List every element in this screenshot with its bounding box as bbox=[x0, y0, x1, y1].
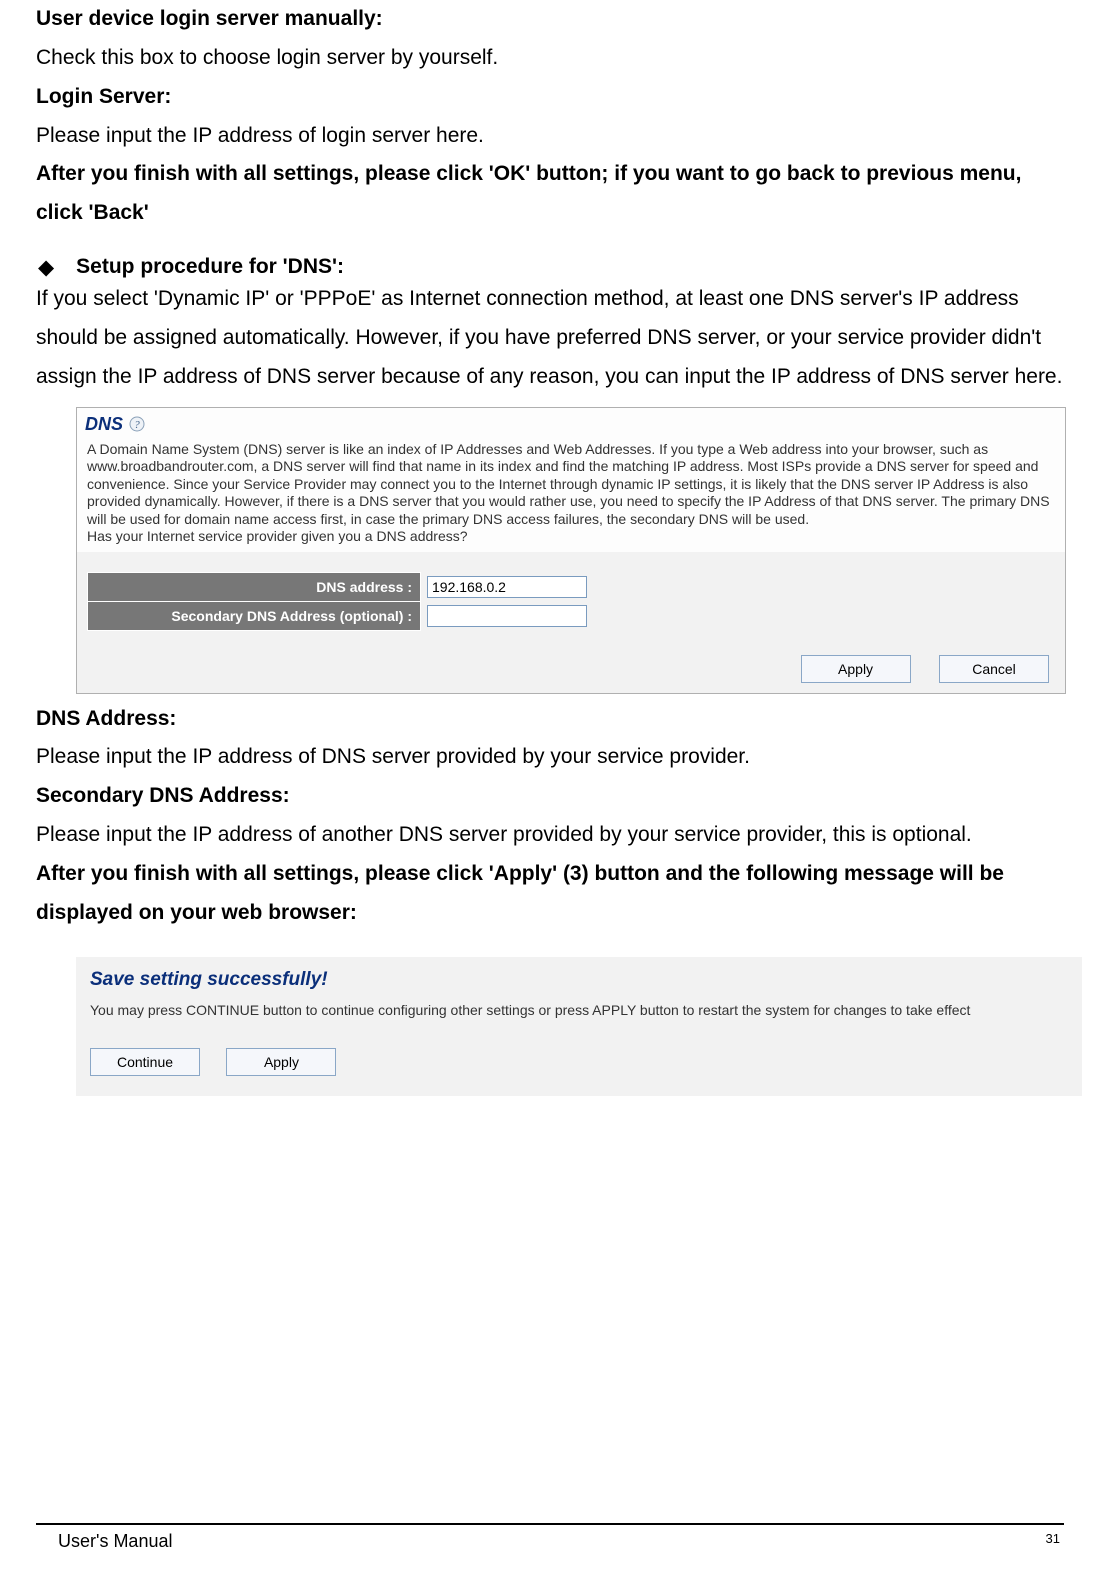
save-setting-panel: Save setting successfully! You may press… bbox=[76, 957, 1082, 1096]
help-icon[interactable]: ? bbox=[129, 416, 145, 432]
dns-button-row: Apply Cancel bbox=[77, 641, 1065, 693]
heading-user-device-login: User device login server manually: bbox=[36, 0, 1064, 39]
footer-page-number: 31 bbox=[1046, 1531, 1060, 1552]
text-apply-instruction: After you finish with all settings, plea… bbox=[36, 855, 1064, 933]
dns-address-input-cell bbox=[421, 572, 827, 601]
save-setting-title: Save setting successfully! bbox=[90, 965, 1068, 1001]
dns-bullet-row: ◆ Setup procedure for 'DNS': bbox=[36, 255, 1064, 280]
text-dns-address-desc: Please input the IP address of DNS serve… bbox=[36, 738, 1064, 777]
heading-setup-dns: Setup procedure for 'DNS': bbox=[76, 255, 344, 279]
text-secondary-dns-desc: Please input the IP address of another D… bbox=[36, 816, 1064, 855]
dns-settings-panel: DNS ? A Domain Name System (DNS) server … bbox=[76, 407, 1066, 694]
table-row: Secondary DNS Address (optional) : bbox=[88, 601, 827, 630]
apply-button[interactable]: Apply bbox=[801, 655, 911, 683]
secondary-dns-input[interactable] bbox=[427, 605, 587, 627]
dns-form-area: DNS address : Secondary DNS Address (opt… bbox=[77, 552, 1065, 641]
page-footer: User's Manual 31 bbox=[36, 1523, 1064, 1552]
text-input-ip-login: Please input the IP address of login ser… bbox=[36, 117, 1064, 156]
dns-address-label: DNS address : bbox=[88, 572, 421, 601]
secondary-dns-label: Secondary DNS Address (optional) : bbox=[88, 601, 421, 630]
table-row: DNS address : bbox=[88, 572, 827, 601]
dns-panel-title: DNS bbox=[85, 414, 123, 435]
svg-text:?: ? bbox=[134, 419, 140, 431]
secondary-dns-input-cell bbox=[421, 601, 827, 630]
text-ok-back-instruction: After you finish with all settings, plea… bbox=[36, 155, 1064, 233]
heading-secondary-dns: Secondary DNS Address: bbox=[36, 777, 1064, 816]
footer-row: User's Manual 31 bbox=[36, 1525, 1064, 1552]
save-setting-message: You may press CONTINUE button to continu… bbox=[90, 1001, 1068, 1048]
dns-panel-header: DNS ? bbox=[77, 408, 1065, 439]
page-container: User device login server manually: Check… bbox=[0, 0, 1100, 1578]
text-dns-intro: If you select 'Dynamic IP' or 'PPPoE' as… bbox=[36, 280, 1064, 397]
heading-login-server: Login Server: bbox=[36, 78, 1064, 117]
dns-panel-description: A Domain Name System (DNS) server is lik… bbox=[77, 439, 1065, 552]
dns-address-input[interactable] bbox=[427, 576, 587, 598]
continue-button[interactable]: Continue bbox=[90, 1048, 200, 1076]
diamond-bullet-icon: ◆ bbox=[38, 255, 54, 280]
text-check-this-box: Check this box to choose login server by… bbox=[36, 39, 1064, 78]
save-button-row: Continue Apply bbox=[90, 1048, 1068, 1076]
footer-manual-label: User's Manual bbox=[58, 1531, 172, 1552]
cancel-button[interactable]: Cancel bbox=[939, 655, 1049, 683]
apply-button[interactable]: Apply bbox=[226, 1048, 336, 1076]
dns-form-table: DNS address : Secondary DNS Address (opt… bbox=[87, 572, 827, 631]
heading-dns-address: DNS Address: bbox=[36, 700, 1064, 739]
